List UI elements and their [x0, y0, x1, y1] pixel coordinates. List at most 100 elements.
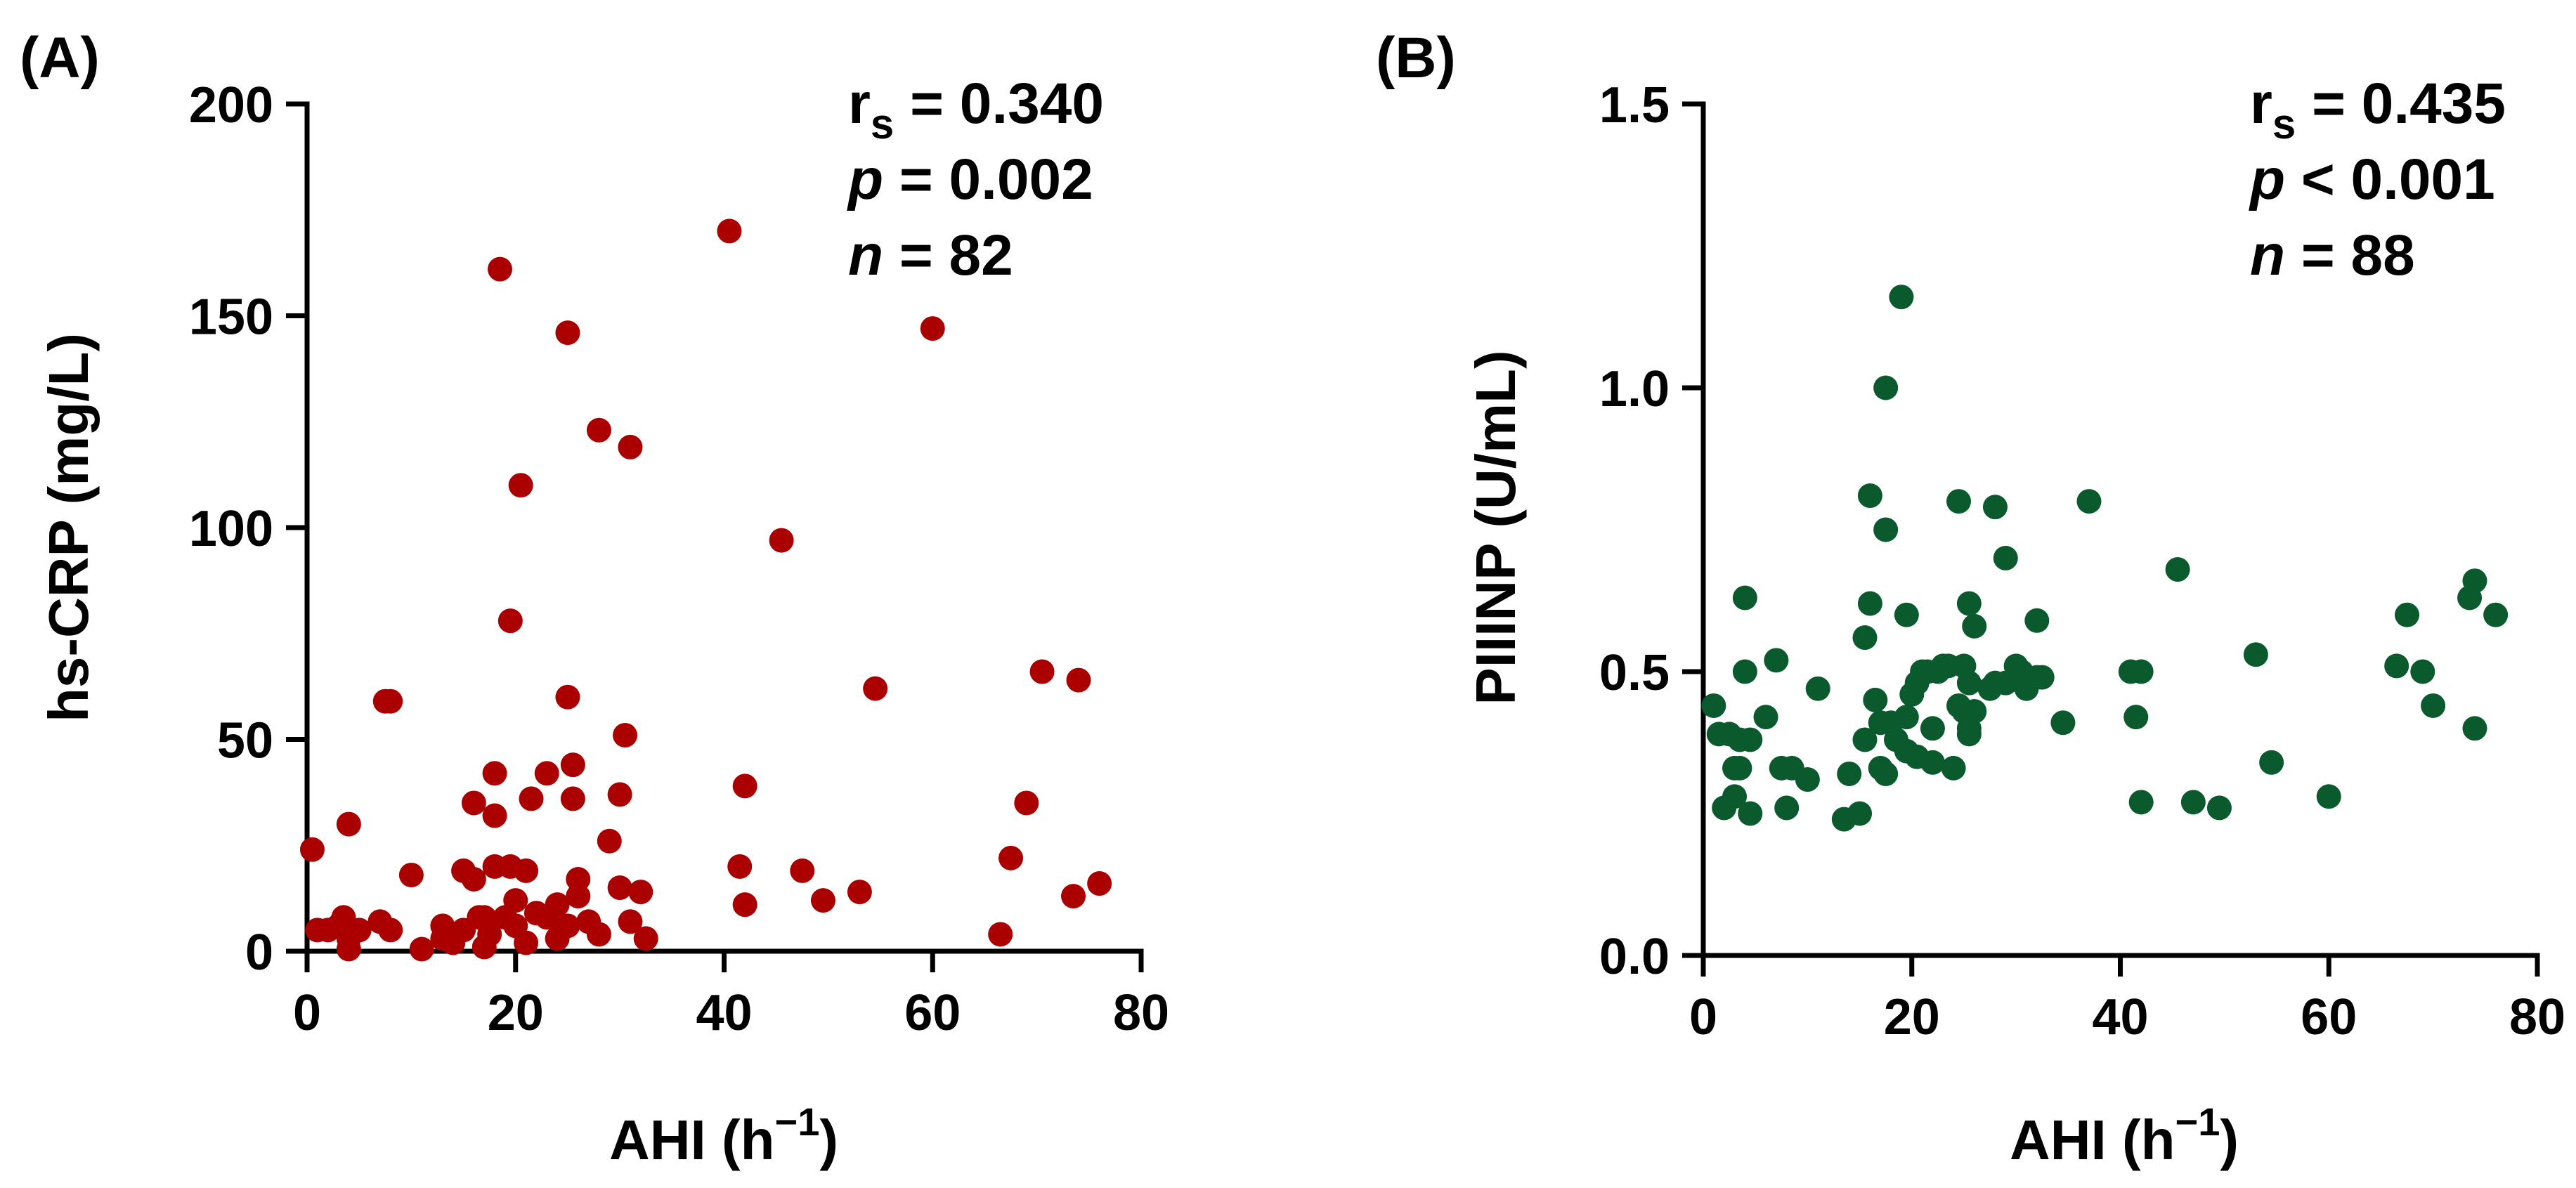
data-point [2259, 750, 2284, 775]
y-tick-label: 100 [189, 501, 273, 557]
data-point [998, 845, 1024, 870]
data-point [519, 786, 544, 811]
data-point [1873, 375, 1899, 400]
stat-p-symbol: p [2249, 148, 2285, 211]
data-point [597, 828, 622, 854]
data-point [378, 688, 403, 714]
x-axis-label-sup: −1 [775, 1099, 820, 1144]
panel-b: (B) 0.0 0.5 1.0 1.5 0 20 40 60 80 PIIINP (U/mL) AHI… [1376, 26, 2565, 1171]
data-point [1857, 591, 1882, 616]
data-point [1852, 625, 1878, 651]
data-point [1722, 784, 1748, 809]
y-tick-label: 50 [217, 713, 273, 769]
data-point [514, 930, 539, 955]
stat-n-symbol: n [848, 223, 883, 287]
data-point [566, 884, 591, 909]
x-tick-label: 40 [696, 985, 752, 1041]
stat-p-value: < 0.001 [2285, 148, 2495, 211]
data-point [555, 913, 580, 939]
data-point [1894, 705, 1919, 730]
stat-r: rs = 0.340 [848, 72, 1104, 148]
stat-r-subscript: s [2272, 100, 2296, 148]
data-point [1014, 790, 1039, 816]
data-point [1956, 670, 1982, 696]
data-point [555, 684, 580, 710]
data-point [1982, 495, 2008, 520]
data-point [560, 752, 585, 778]
data-point [1837, 761, 1862, 786]
x-tick-label: 0 [293, 985, 321, 1041]
data-point [2076, 489, 2102, 514]
data-point [586, 417, 611, 443]
x-tick-label: 0 [1689, 989, 1717, 1045]
stat-r-subscript: s [871, 100, 894, 148]
data-point [409, 936, 434, 962]
data-point [1753, 705, 1778, 730]
stat-n: n = 88 [2250, 223, 2415, 287]
data-point [2462, 568, 2487, 594]
data-point [2395, 602, 2420, 627]
y-tick-label: 1.0 [1599, 361, 1670, 417]
data-point [1857, 483, 1882, 509]
stat-n-value: = 88 [2285, 223, 2415, 287]
data-point [732, 892, 757, 918]
data-point [477, 922, 502, 947]
data-point [1962, 613, 1987, 639]
data-point [790, 858, 815, 883]
data-point [2050, 710, 2076, 736]
data-point [586, 922, 611, 947]
stat-n-symbol: n [2250, 223, 2285, 287]
data-point [2316, 784, 2341, 809]
data-point [1738, 801, 1763, 826]
data-point [545, 892, 570, 918]
stat-n-value: = 82 [883, 223, 1013, 287]
panel-label: (B) [1376, 26, 1456, 90]
data-point [1946, 489, 1972, 514]
data-point [1701, 693, 1726, 718]
data-point [1873, 517, 1899, 542]
data-point [1852, 727, 1878, 752]
data-point [2128, 790, 2154, 815]
stat-r-symbol: r [2250, 72, 2272, 136]
data-point [863, 676, 888, 701]
x-axis-label-close: ) [2220, 1109, 2239, 1171]
data-point [514, 858, 539, 883]
data-point [618, 909, 643, 934]
data-point [482, 803, 507, 828]
data-point [2462, 716, 2487, 741]
data-point [1795, 767, 1820, 792]
data-point [1873, 761, 1899, 786]
data-point [732, 773, 757, 799]
data-point [1920, 750, 1945, 775]
y-tick-label: 0 [245, 925, 273, 981]
data-point [534, 761, 559, 786]
data-point [398, 862, 424, 887]
data-point [847, 880, 872, 905]
data-point [1847, 801, 1873, 826]
data-point [378, 918, 403, 943]
x-axis-label-main: AHI (h [609, 1109, 775, 1171]
x-tick-label: 60 [904, 985, 961, 1041]
data-point [1863, 687, 1888, 712]
data-point [2024, 608, 2050, 633]
data-point [1993, 545, 2018, 570]
data-point [1956, 722, 1982, 747]
data-point [497, 608, 523, 634]
data-point [1805, 676, 1830, 701]
y-tick-label: 0.5 [1599, 645, 1670, 701]
y-tick-label: 200 [189, 77, 273, 133]
data-point [727, 854, 753, 879]
panel-label: (A) [20, 26, 100, 90]
data-point [1732, 659, 1757, 684]
stat-p-value: = 0.002 [883, 148, 1093, 211]
data-point [1732, 585, 1757, 611]
data-point [2421, 693, 2446, 718]
data-point [503, 888, 528, 913]
data-point [1061, 884, 1086, 909]
data-point [2180, 790, 2206, 815]
data-point [628, 880, 653, 905]
data-point [1894, 602, 1919, 627]
stat-r-value: = 0.340 [894, 72, 1104, 136]
data-point [769, 528, 794, 553]
data-point [810, 888, 835, 913]
